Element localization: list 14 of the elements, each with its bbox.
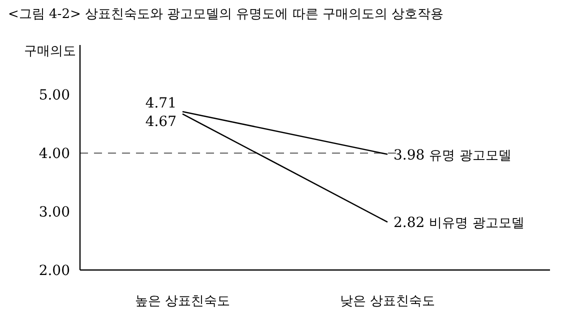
text: 비유명 광고모델	[429, 216, 524, 232]
y-tick-label: 4.00	[38, 146, 70, 162]
data-label: 3.98	[394, 147, 430, 164]
data-label: 4.71	[145, 96, 176, 112]
chart-title: <그림 4-2> 상표친숙도와 광고모델의 유명도에 따른 구매의도의 상호작용	[8, 7, 444, 22]
y-tick-label: 2.00	[38, 263, 70, 279]
data-label: 2.82	[394, 215, 430, 232]
text: 유명 광고모델	[429, 148, 512, 164]
data-label: 4.67	[145, 114, 176, 130]
x-tick-label: 낮은 상표친숙도	[340, 294, 436, 309]
y-tick-label: 3.00	[38, 204, 70, 221]
x-tick-label: 높은 상표친숙도	[134, 294, 230, 309]
y-tick-label: 5.00	[38, 88, 70, 104]
y-axis-title: 구매의도	[24, 44, 76, 59]
